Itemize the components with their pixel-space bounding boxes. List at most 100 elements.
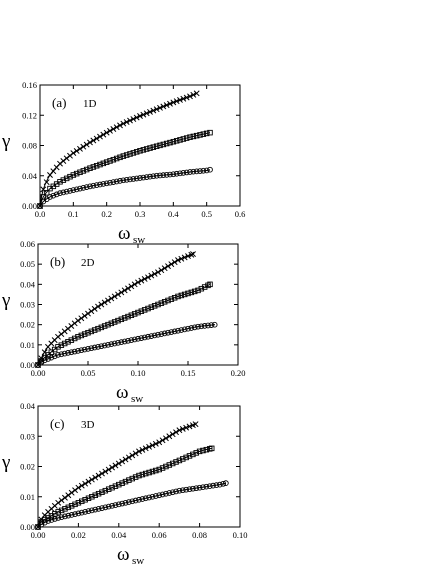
data-point-cross: [127, 117, 133, 124]
data-point-cross: [158, 267, 165, 274]
data-point-circle: [99, 505, 105, 511]
data-point-square: [109, 484, 115, 491]
data-point-square: [41, 516, 48, 523]
data-point-circle: [220, 480, 227, 487]
data-point-circle: [142, 495, 149, 502]
data-point-cross: [168, 261, 175, 268]
data-point-circle: [125, 337, 131, 344]
data-point-circle: [101, 342, 108, 349]
data-point-circle: [138, 335, 145, 341]
data-point-cross: [65, 492, 72, 499]
y-tick-label: 0.01: [20, 340, 35, 350]
data-point-circle: [45, 356, 51, 362]
data-point-cross: [91, 305, 98, 312]
data-point-circle: [190, 168, 197, 175]
data-point-circle: [100, 181, 107, 187]
x-axis-label: ω: [116, 382, 129, 403]
data-point-circle: [173, 170, 180, 177]
data-point-circle: [129, 498, 136, 505]
y-tick-label: 0.04: [20, 401, 36, 411]
data-point-circle: [149, 493, 156, 500]
data-point-square: [150, 144, 157, 150]
data-point-square: [133, 149, 140, 155]
data-point-cross: [98, 301, 105, 308]
data-point-cross: [72, 487, 78, 494]
data-point-cross: [108, 295, 115, 302]
data-point-square: [176, 457, 183, 464]
data-point-cross: [137, 113, 143, 119]
data-point-square: [136, 472, 142, 479]
data-point-square: [128, 312, 135, 319]
data-point-circle: [208, 322, 215, 328]
data-point-cross: [117, 122, 123, 129]
data-point-square: [116, 481, 122, 488]
data-point-square: [198, 285, 205, 292]
data-point-square: [125, 313, 131, 320]
data-point-circle: [92, 506, 99, 513]
data-point-cross: [173, 429, 179, 436]
data-point-cross: [118, 289, 125, 296]
data-point-square: [101, 323, 108, 329]
data-point-circle: [179, 487, 186, 494]
data-point-circle: [133, 175, 140, 182]
data-point-circle: [123, 176, 130, 183]
data-point-square: [132, 474, 139, 480]
data-point-square: [139, 471, 146, 478]
data-point-circle: [121, 338, 128, 345]
data-point-square: [155, 301, 161, 308]
data-point-square: [82, 497, 88, 503]
data-point-circle: [105, 341, 111, 348]
data-point-cross: [183, 424, 190, 431]
series-line-square: [37, 283, 211, 366]
data-point-square: [105, 321, 111, 328]
panel-label: (a): [52, 95, 66, 110]
data-point-circle: [185, 325, 191, 332]
data-point-circle: [187, 169, 193, 175]
data-point-square: [142, 470, 149, 477]
data-point-square: [83, 166, 90, 173]
data-point-circle: [203, 483, 210, 490]
data-point-square: [191, 288, 198, 295]
data-point-circle: [83, 184, 90, 190]
data-point-square: [61, 340, 68, 347]
x-tick-label: 0.1: [68, 209, 79, 219]
x-tick-label: 0.04: [111, 530, 127, 540]
data-point-circle: [150, 173, 157, 180]
data-point-cross: [157, 104, 163, 111]
data-point-square: [187, 134, 193, 140]
data-point-circle: [160, 172, 167, 178]
data-point-square: [130, 150, 137, 156]
data-point-circle: [196, 484, 203, 491]
y-tick-label: 0.01: [20, 492, 35, 502]
data-point-circle: [119, 500, 126, 507]
data-point-cross: [131, 281, 138, 288]
data-point-cross: [145, 274, 151, 281]
data-point-square: [153, 143, 160, 150]
data-point-square: [62, 506, 68, 512]
data-point-cross: [190, 91, 197, 98]
data-point-square: [183, 135, 190, 141]
data-point-circle: [206, 483, 213, 490]
data-point-cross: [43, 179, 50, 186]
data-point-square: [157, 142, 163, 149]
data-point-square: [107, 158, 113, 164]
data-point-circle: [109, 502, 115, 509]
x-tick-label: 0.10: [233, 530, 248, 540]
data-point-square: [112, 483, 119, 489]
data-point-cross: [110, 126, 117, 132]
x-tick-label: 0.10: [131, 368, 146, 378]
data-point-circle: [145, 333, 151, 340]
data-point-circle: [201, 323, 208, 329]
data-point-cross: [85, 310, 91, 317]
data-point-circle: [223, 480, 229, 486]
data-point-circle: [51, 516, 58, 522]
data-point-square: [108, 320, 115, 327]
data-point-circle: [183, 486, 189, 493]
x-tick-label: 0.20: [231, 368, 246, 378]
data-point-cross: [101, 299, 108, 306]
data-point-square: [208, 445, 215, 452]
data-point-cross: [105, 466, 112, 473]
data-point-circle: [158, 331, 165, 337]
data-point-square: [60, 177, 67, 183]
data-point-cross: [123, 119, 130, 126]
